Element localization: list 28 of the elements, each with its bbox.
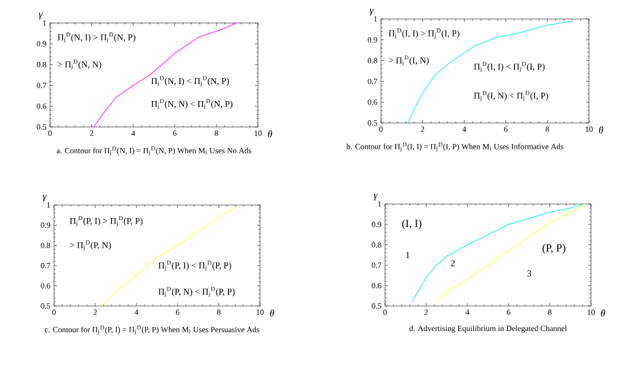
annotation: (I, I) bbox=[402, 219, 422, 230]
line-series bbox=[100, 205, 240, 306]
x-axis-title: θ bbox=[598, 126, 604, 134]
annotation: Π$_{j}$$^{D}$(I, I) < Π$_{j}$$^{D}$(I, P) bbox=[474, 62, 545, 72]
annotation: Π$_{j}$$^{D}$(N, N) < Π$_{j}$$^{D}$(N, P) bbox=[151, 99, 232, 110]
annotation: Π$_{j}$$^{D}$(P, I) > Π$_{j}$$^{D}$(P, P) bbox=[70, 216, 143, 226]
annotation: Π$_{j}$$^{D}$(N, I) < Π$_{j}$$^{D}$(N, P) bbox=[151, 76, 229, 86]
annotation: Π$_{j}$$^{D}$(P, I) < Π$_{j}$$^{D}$(P, P) bbox=[158, 260, 232, 271]
y-axis-title: γ bbox=[374, 194, 378, 200]
annotation: > Π$_{j}$$^{D}$(N, N) bbox=[58, 60, 102, 70]
line-series bbox=[408, 20, 573, 123]
annotation: 1 bbox=[406, 252, 410, 258]
annotation: Π$_{j}$$^{D}$(P, N) < Π$_{j}$$^{D}$(P, P) bbox=[158, 286, 235, 297]
annotation: Π$_{j}$$^{D}$(N, I) > Π$_{j}$$^{D}$(N, P) bbox=[58, 32, 136, 43]
annotation: Π$_{j}$$^{D}$(I, N) < Π$_{j}$$^{D}$(I, P) bbox=[474, 90, 548, 101]
annotation: 2 bbox=[451, 260, 455, 266]
y-axis-title: γ bbox=[370, 8, 374, 16]
annotation: > Π$_{j}$$^{D}$(I, N) bbox=[388, 56, 429, 66]
x-axis-title: θ bbox=[270, 309, 274, 316]
y-axis-title: γ bbox=[42, 194, 47, 202]
x-axis-title: θ bbox=[268, 130, 272, 138]
y-axis-title: γ bbox=[38, 12, 43, 20]
x-axis-title: θ bbox=[600, 309, 606, 316]
annotation: 3 bbox=[527, 270, 532, 276]
annotation: > Π$_{j}$$^{D}$(P, N) bbox=[70, 240, 111, 250]
annotation: (P, P) bbox=[542, 244, 566, 254]
annotation: Π$_{j}$$^{D}$(I, I) > Π$_{j}$$^{D}$(I, P) bbox=[388, 28, 460, 39]
line-series bbox=[93, 23, 238, 127]
